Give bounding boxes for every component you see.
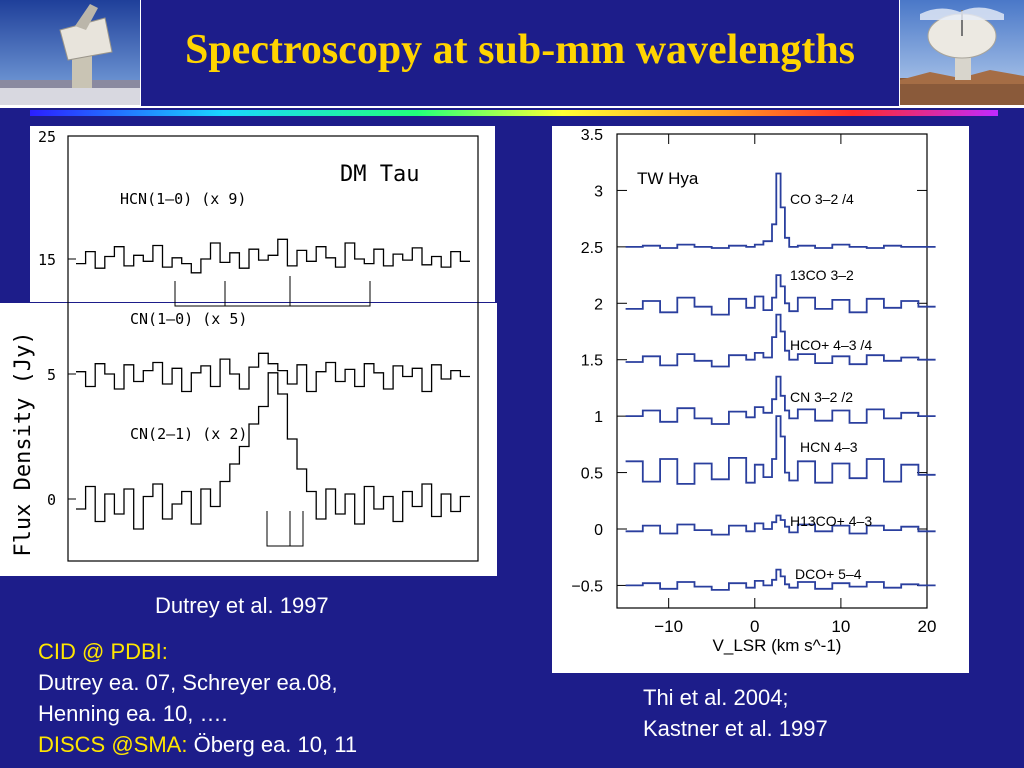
label-cn-3-2: CN 3–2 /2 xyxy=(790,389,853,405)
spectrum-line-1 xyxy=(76,238,470,274)
y-tick-label-left: 25 xyxy=(38,128,56,146)
caption-kastner: Kastner et al. 1997 xyxy=(643,716,828,741)
y-tick-label-right: 3.5 xyxy=(581,127,603,144)
spectrum-line-tw-2 xyxy=(625,274,936,316)
chart-panel-tw-hya xyxy=(552,126,969,673)
hyperfine-marker-cn21 xyxy=(266,511,304,547)
y-tick-label-right: 2 xyxy=(594,296,603,313)
spectrum-line-tw-6 xyxy=(625,514,936,536)
y-tick-label-right: 2.5 xyxy=(581,240,603,257)
label-hcn-1-0: HCN(1–0) (x 9) xyxy=(120,190,246,208)
x-tick-label-right: −10 xyxy=(654,617,683,636)
telescope-photo-right xyxy=(900,0,1024,105)
chart-dm-tau: 25 15 5 0 Flux Density (Jy) DM Tau HCN(1–0) (… xyxy=(11,128,479,562)
y-tick-label-right: 0.5 xyxy=(581,466,603,483)
y-tick-label-right: 1.5 xyxy=(581,353,603,370)
x-tick-label-right: 20 xyxy=(918,617,937,636)
label-cn-1-0: CN(1–0) (x 5) xyxy=(130,310,247,328)
label-dco-5-4: DCO+ 5–4 xyxy=(795,566,862,582)
discs-label: DISCS @SMA: xyxy=(38,732,188,757)
telescope-photo-left xyxy=(0,0,140,105)
y-tick-label-right: 0 xyxy=(594,522,603,539)
label-cn-2-1: CN(2–1) (x 2) xyxy=(130,425,247,443)
ref-line-1: Dutrey ea. 07, Schreyer ea.08, xyxy=(38,670,338,695)
title-band xyxy=(141,0,899,106)
spectrum-line-tw-3 xyxy=(625,313,936,368)
label-13co-3-2: 13CO 3–2 xyxy=(790,267,854,283)
x-tick-label-right: 0 xyxy=(750,617,759,636)
y-axis-label-left: Flux Density (Jy) xyxy=(11,331,36,556)
spectrum-line-tw-7 xyxy=(625,568,936,591)
label-tw-hya: TW Hya xyxy=(637,169,699,188)
spectrum-line-tw-1 xyxy=(625,172,936,249)
label-hcn-4-3: HCN 4–3 xyxy=(800,439,858,455)
y-tick-label-right: 1 xyxy=(594,409,603,426)
label-hco-4-3: HCO+ 4–3 /4 xyxy=(790,337,872,353)
slide-title: Spectroscopy at sub-mm wavelengths xyxy=(184,27,856,73)
y-tick-label-right: 3 xyxy=(594,183,603,200)
chart-tw-hya: 3.5 3 2.5 2 1.5 1 0.5 0 −0.5 −10 0 10 20 V_LSR (km s… xyxy=(571,127,937,655)
caption-thi-kastner: Thi et al. 2004; Kastner et al. 1997 xyxy=(643,682,828,744)
y-tick-label-left: 0 xyxy=(47,491,56,509)
x-axis-label-right: V_LSR (km s^-1) xyxy=(713,636,842,655)
discs-text: Öberg ea. 10, 11 xyxy=(187,732,358,757)
chart-dm-tau-wrap: 25 15 5 0 Flux Density (Jy) DM Tau HCN(1–0) (… xyxy=(0,126,497,581)
label-co-3-2: CO 3–2 /4 xyxy=(790,191,854,207)
y-tick-label-left: 15 xyxy=(38,251,56,269)
rainbow-divider xyxy=(30,110,998,116)
spectrum-line-2 xyxy=(76,352,470,393)
plot-frame-right xyxy=(616,133,928,609)
y-tick-label-left: 5 xyxy=(47,366,56,384)
hyperfine-marker-hcn xyxy=(174,276,371,307)
y-tick-label-right: −0.5 xyxy=(571,578,603,595)
chart-panel-dm-tau xyxy=(30,126,495,302)
ref-line-2: Henning ea. 10, …. xyxy=(38,701,228,726)
spectrum-line-tw-4 xyxy=(625,375,936,425)
label-dm-tau: DM Tau xyxy=(340,162,419,187)
cid-label: CID @ PDBI: xyxy=(38,639,168,664)
label-h13co-4-3: H13CO+ 4–3 xyxy=(790,513,872,529)
plot-frame-left xyxy=(67,135,479,562)
x-tick-label-right: 10 xyxy=(831,617,850,636)
spectrum-line-3 xyxy=(76,372,470,530)
chart-tw-hya-wrap: 3.5 3 2.5 2 1.5 1 0.5 0 −0.5 −10 0 10 20 V_LSR (km s… xyxy=(552,126,969,678)
discs-line: DISCS @SMA: Öberg ea. 10, 11 xyxy=(38,729,357,760)
caption-dutrey: Dutrey et al. 1997 xyxy=(155,593,329,618)
spectrum-line-tw-5 xyxy=(625,415,936,485)
caption-thi: Thi et al. 2004; xyxy=(643,685,789,710)
references-block: CID @ PDBI: Dutrey ea. 07, Schreyer ea.0… xyxy=(38,636,357,760)
